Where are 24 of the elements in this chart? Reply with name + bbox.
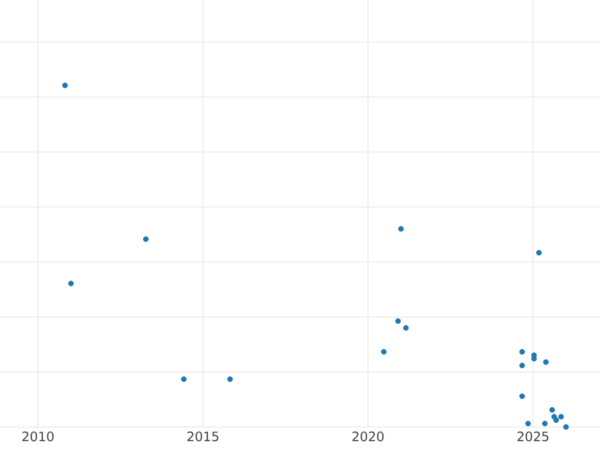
point xyxy=(553,417,559,423)
point xyxy=(558,414,564,420)
x-tick-label: 2025 xyxy=(517,432,548,442)
point xyxy=(403,325,409,331)
x-tick-label: 2020 xyxy=(352,432,384,442)
point xyxy=(536,250,542,256)
point xyxy=(519,362,525,368)
point xyxy=(68,280,74,286)
point xyxy=(181,376,187,382)
point xyxy=(525,420,531,426)
point xyxy=(398,226,404,232)
point xyxy=(381,349,387,355)
x-tick-label: 2015 xyxy=(187,432,218,442)
point xyxy=(563,424,569,430)
point xyxy=(549,407,555,413)
point xyxy=(519,393,525,400)
x-tick-label: 2010 xyxy=(22,432,54,442)
point xyxy=(395,318,401,324)
point xyxy=(542,420,548,426)
point xyxy=(143,236,149,242)
point xyxy=(62,82,68,88)
point xyxy=(519,349,525,355)
point xyxy=(543,359,549,365)
point xyxy=(227,376,233,382)
